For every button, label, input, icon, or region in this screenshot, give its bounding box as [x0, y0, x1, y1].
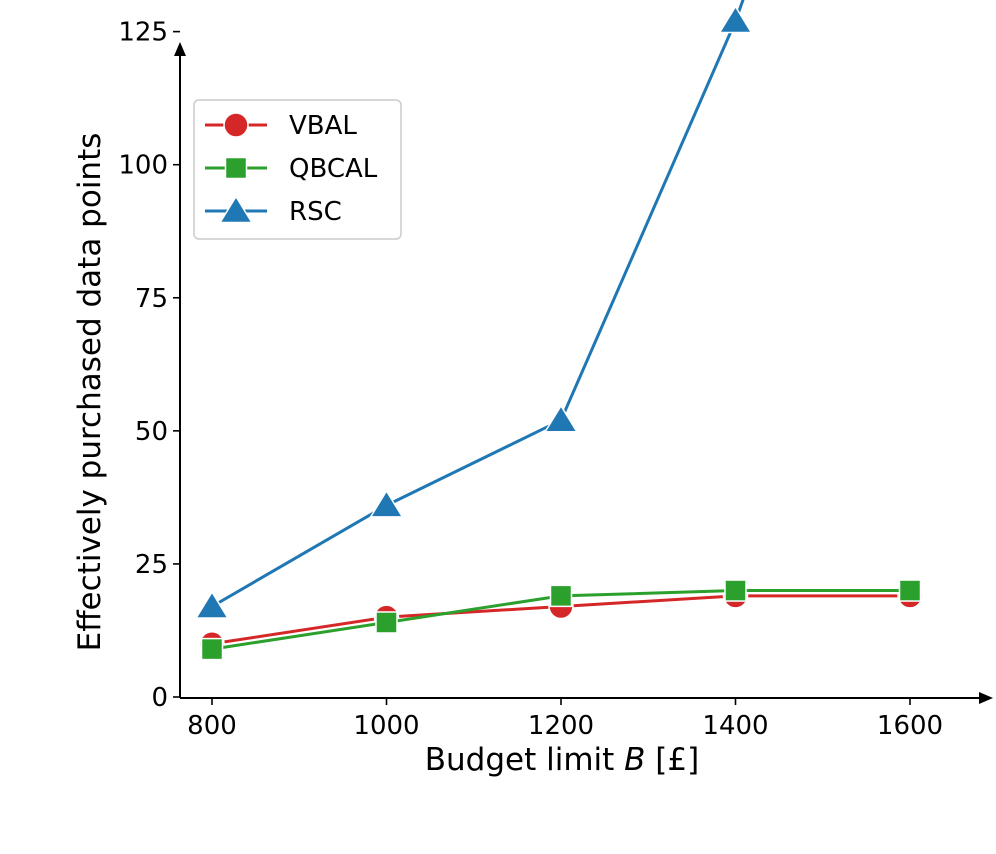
data-point-rsc: [718, 5, 753, 34]
legend-marker-qbcal: [224, 156, 248, 180]
y-tick-label: 125: [118, 18, 168, 48]
y-tick-label: 50: [135, 417, 168, 447]
x-tick-label: 1600: [877, 711, 943, 741]
legend-marker-rsc: [218, 195, 254, 224]
x-tick-label: 1400: [702, 711, 768, 741]
y-axis-arrow: [174, 42, 186, 56]
y-axis-title: Effectively purchased data points: [72, 133, 108, 652]
x-tick-label: 800: [187, 711, 237, 741]
x-axis-title: Budget limit B [£]: [425, 742, 699, 778]
x-tick-label: 1000: [353, 711, 419, 741]
legend-item-vbal: VBAL: [205, 111, 357, 141]
x-axis-title-main: Budget limit: [425, 742, 624, 778]
legend-label-rsc: RSC: [289, 197, 342, 227]
y-tick-label: 25: [135, 550, 168, 580]
x-axis-title-unit: [£]: [645, 742, 699, 778]
data-point-qbcal: [200, 637, 224, 661]
tick-labels: 8001000120014001600025507510012515017520…: [118, 18, 943, 741]
series-line-rsc: [211, 0, 745, 608]
x-axis-arrow: [979, 692, 993, 704]
series-rsc: [194, 0, 753, 619]
legend-label-vbal: VBAL: [289, 111, 357, 141]
data-point-rsc: [369, 489, 404, 518]
legend-marker-vbal: [223, 112, 249, 138]
data-point-rsc: [543, 404, 579, 433]
y-tick-label: 0: [151, 683, 168, 713]
data-point-qbcal: [898, 579, 922, 602]
axes: [174, 42, 993, 704]
y-tick-label: 100: [118, 151, 168, 181]
legend: VBAL QBCAL RSC: [193, 99, 402, 240]
legend-item-rsc: RSC: [205, 195, 342, 227]
x-tick-label: 1200: [528, 711, 594, 741]
series-qbcal: [200, 579, 922, 661]
legend-item-qbcal: QBCAL: [205, 154, 378, 184]
data-point-qbcal: [375, 611, 398, 634]
y-tick-label: 75: [135, 284, 168, 314]
data-point-qbcal: [549, 584, 573, 608]
legend-label-qbcal: QBCAL: [289, 154, 378, 184]
data-point-rsc: [194, 590, 230, 619]
series-layer: [194, 0, 923, 661]
x-axis-title-variable: B: [624, 742, 645, 778]
data-point-qbcal: [724, 579, 747, 602]
legend-box: [193, 99, 402, 240]
